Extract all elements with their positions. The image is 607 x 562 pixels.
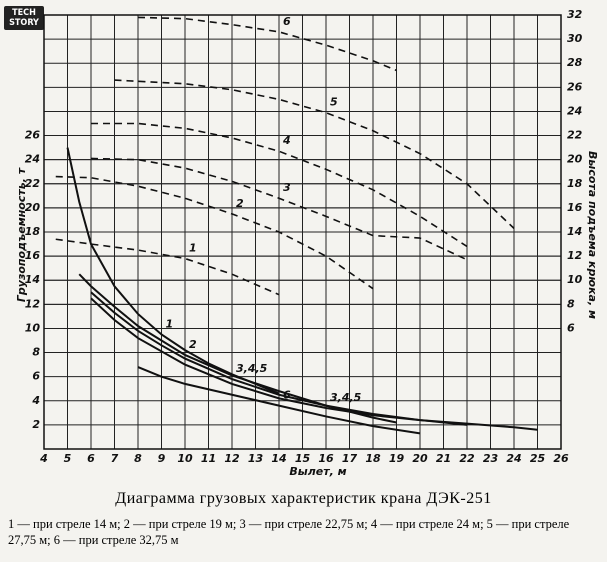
x-tick-label: 17	[342, 452, 358, 465]
curve-label: 3	[283, 181, 291, 194]
curve-label: 5	[330, 96, 338, 109]
y-tick-label: 26	[25, 129, 41, 142]
x-tick-label: 9	[158, 452, 166, 465]
y-tick-label: 10	[25, 321, 41, 334]
y2-tick-label: 16	[567, 201, 583, 214]
y2-tick-label: 12	[567, 249, 583, 262]
caption: 1 — при стреле 14 м; 2 — при стреле 19 м…	[8, 517, 570, 547]
x-tick-label: 5	[64, 452, 72, 465]
x-tick-label: 11	[201, 452, 216, 465]
chart-title: Диаграмма грузовых характеристик крана Д…	[115, 490, 492, 507]
y-tick-label: 22	[25, 177, 41, 190]
x-tick-label: 21	[436, 452, 451, 465]
y2-tick-label: 26	[567, 80, 583, 93]
curve-label: 6	[283, 15, 291, 28]
curve	[55, 238, 280, 296]
x-tick-label: 6	[87, 452, 95, 465]
x-tick-label: 13	[248, 452, 264, 465]
x-tick-label: 4	[39, 452, 48, 465]
y-axis-label: Грузоподъемность, т	[15, 167, 28, 302]
y-tick-label: 6	[32, 370, 40, 383]
x-tick-label: 20	[412, 452, 428, 465]
curve-label: 2	[236, 197, 244, 210]
x-tick-label: 15	[295, 452, 311, 465]
curve	[66, 147, 280, 395]
curve-label: 1	[166, 317, 174, 330]
logo: TECH STORY	[4, 6, 44, 30]
curve	[137, 16, 397, 72]
curve	[114, 79, 515, 229]
y-tick-label: 16	[25, 249, 41, 262]
x-tick-label: 14	[271, 452, 286, 465]
y2-axis-label: Высота подъема крюка, м	[586, 151, 599, 319]
y2-tick-label: 14	[567, 225, 582, 238]
y2-tick-label: 30	[567, 32, 583, 45]
x-tick-label: 16	[318, 452, 334, 465]
y2-tick-label: 28	[567, 56, 583, 69]
x-tick-label: 8	[134, 452, 142, 465]
curve	[137, 366, 421, 435]
curve-label: 1	[189, 242, 197, 255]
x-tick-label: 23	[483, 452, 499, 465]
chart: Грузоподъемность, т Высота подъема крюка…	[15, 8, 599, 478]
curve-label: 2	[189, 338, 197, 351]
curve	[90, 297, 538, 431]
curve	[90, 157, 468, 261]
y-tick-label: 12	[25, 297, 41, 310]
y-tick-label: 4	[31, 394, 40, 407]
x-tick-label: 7	[111, 452, 119, 465]
x-tick-label: 25	[530, 452, 546, 465]
x-tick-label: 26	[553, 452, 569, 465]
y-tick-label: 24	[25, 153, 40, 166]
x-tick-label: 12	[224, 452, 240, 465]
x-tick-label: 10	[177, 452, 193, 465]
curve	[91, 122, 468, 248]
y2-tick-label: 32	[567, 8, 583, 21]
curve-label: 3,4,5	[330, 391, 362, 404]
x-axis-label: Вылет, м	[289, 465, 346, 478]
y2-tick-label: 18	[567, 177, 583, 190]
y-tick-label: 18	[25, 225, 41, 238]
y2-tick-label: 22	[567, 129, 583, 142]
y2-tick-label: 20	[567, 153, 583, 166]
y-tick-label: 14	[25, 273, 40, 286]
y2-tick-label: 24	[567, 104, 582, 117]
curve-label: 3,4,5	[236, 362, 268, 375]
plot-frame	[43, 14, 562, 450]
y2-tick-label: 6	[567, 321, 575, 334]
y-tick-label: 2	[32, 418, 40, 431]
y2-tick-label: 10	[567, 273, 583, 286]
y2-tick-label: 8	[567, 297, 575, 310]
curve	[55, 175, 374, 290]
y-tick-label: 20	[25, 201, 41, 214]
x-tick-label: 18	[365, 452, 381, 465]
x-tick-label: 24	[506, 452, 521, 465]
curve-label: 4	[282, 134, 291, 147]
x-tick-label: 22	[459, 452, 475, 465]
x-tick-label: 19	[389, 452, 405, 465]
y-tick-label: 8	[32, 346, 40, 359]
curve-label: 6	[283, 389, 291, 402]
